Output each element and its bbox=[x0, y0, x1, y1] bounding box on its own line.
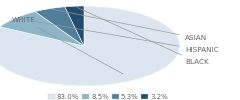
Text: HISPANIC: HISPANIC bbox=[18, 19, 219, 53]
Text: BLACK: BLACK bbox=[77, 7, 209, 65]
Legend: 83.0%, 8.5%, 5.3%, 3.2%: 83.0%, 8.5%, 5.3%, 3.2% bbox=[47, 93, 169, 100]
Wedge shape bbox=[0, 12, 84, 46]
Wedge shape bbox=[0, 6, 180, 86]
Text: WHITE: WHITE bbox=[12, 17, 123, 74]
Wedge shape bbox=[65, 6, 84, 46]
Text: ASIAN: ASIAN bbox=[52, 9, 207, 41]
Wedge shape bbox=[35, 7, 84, 46]
